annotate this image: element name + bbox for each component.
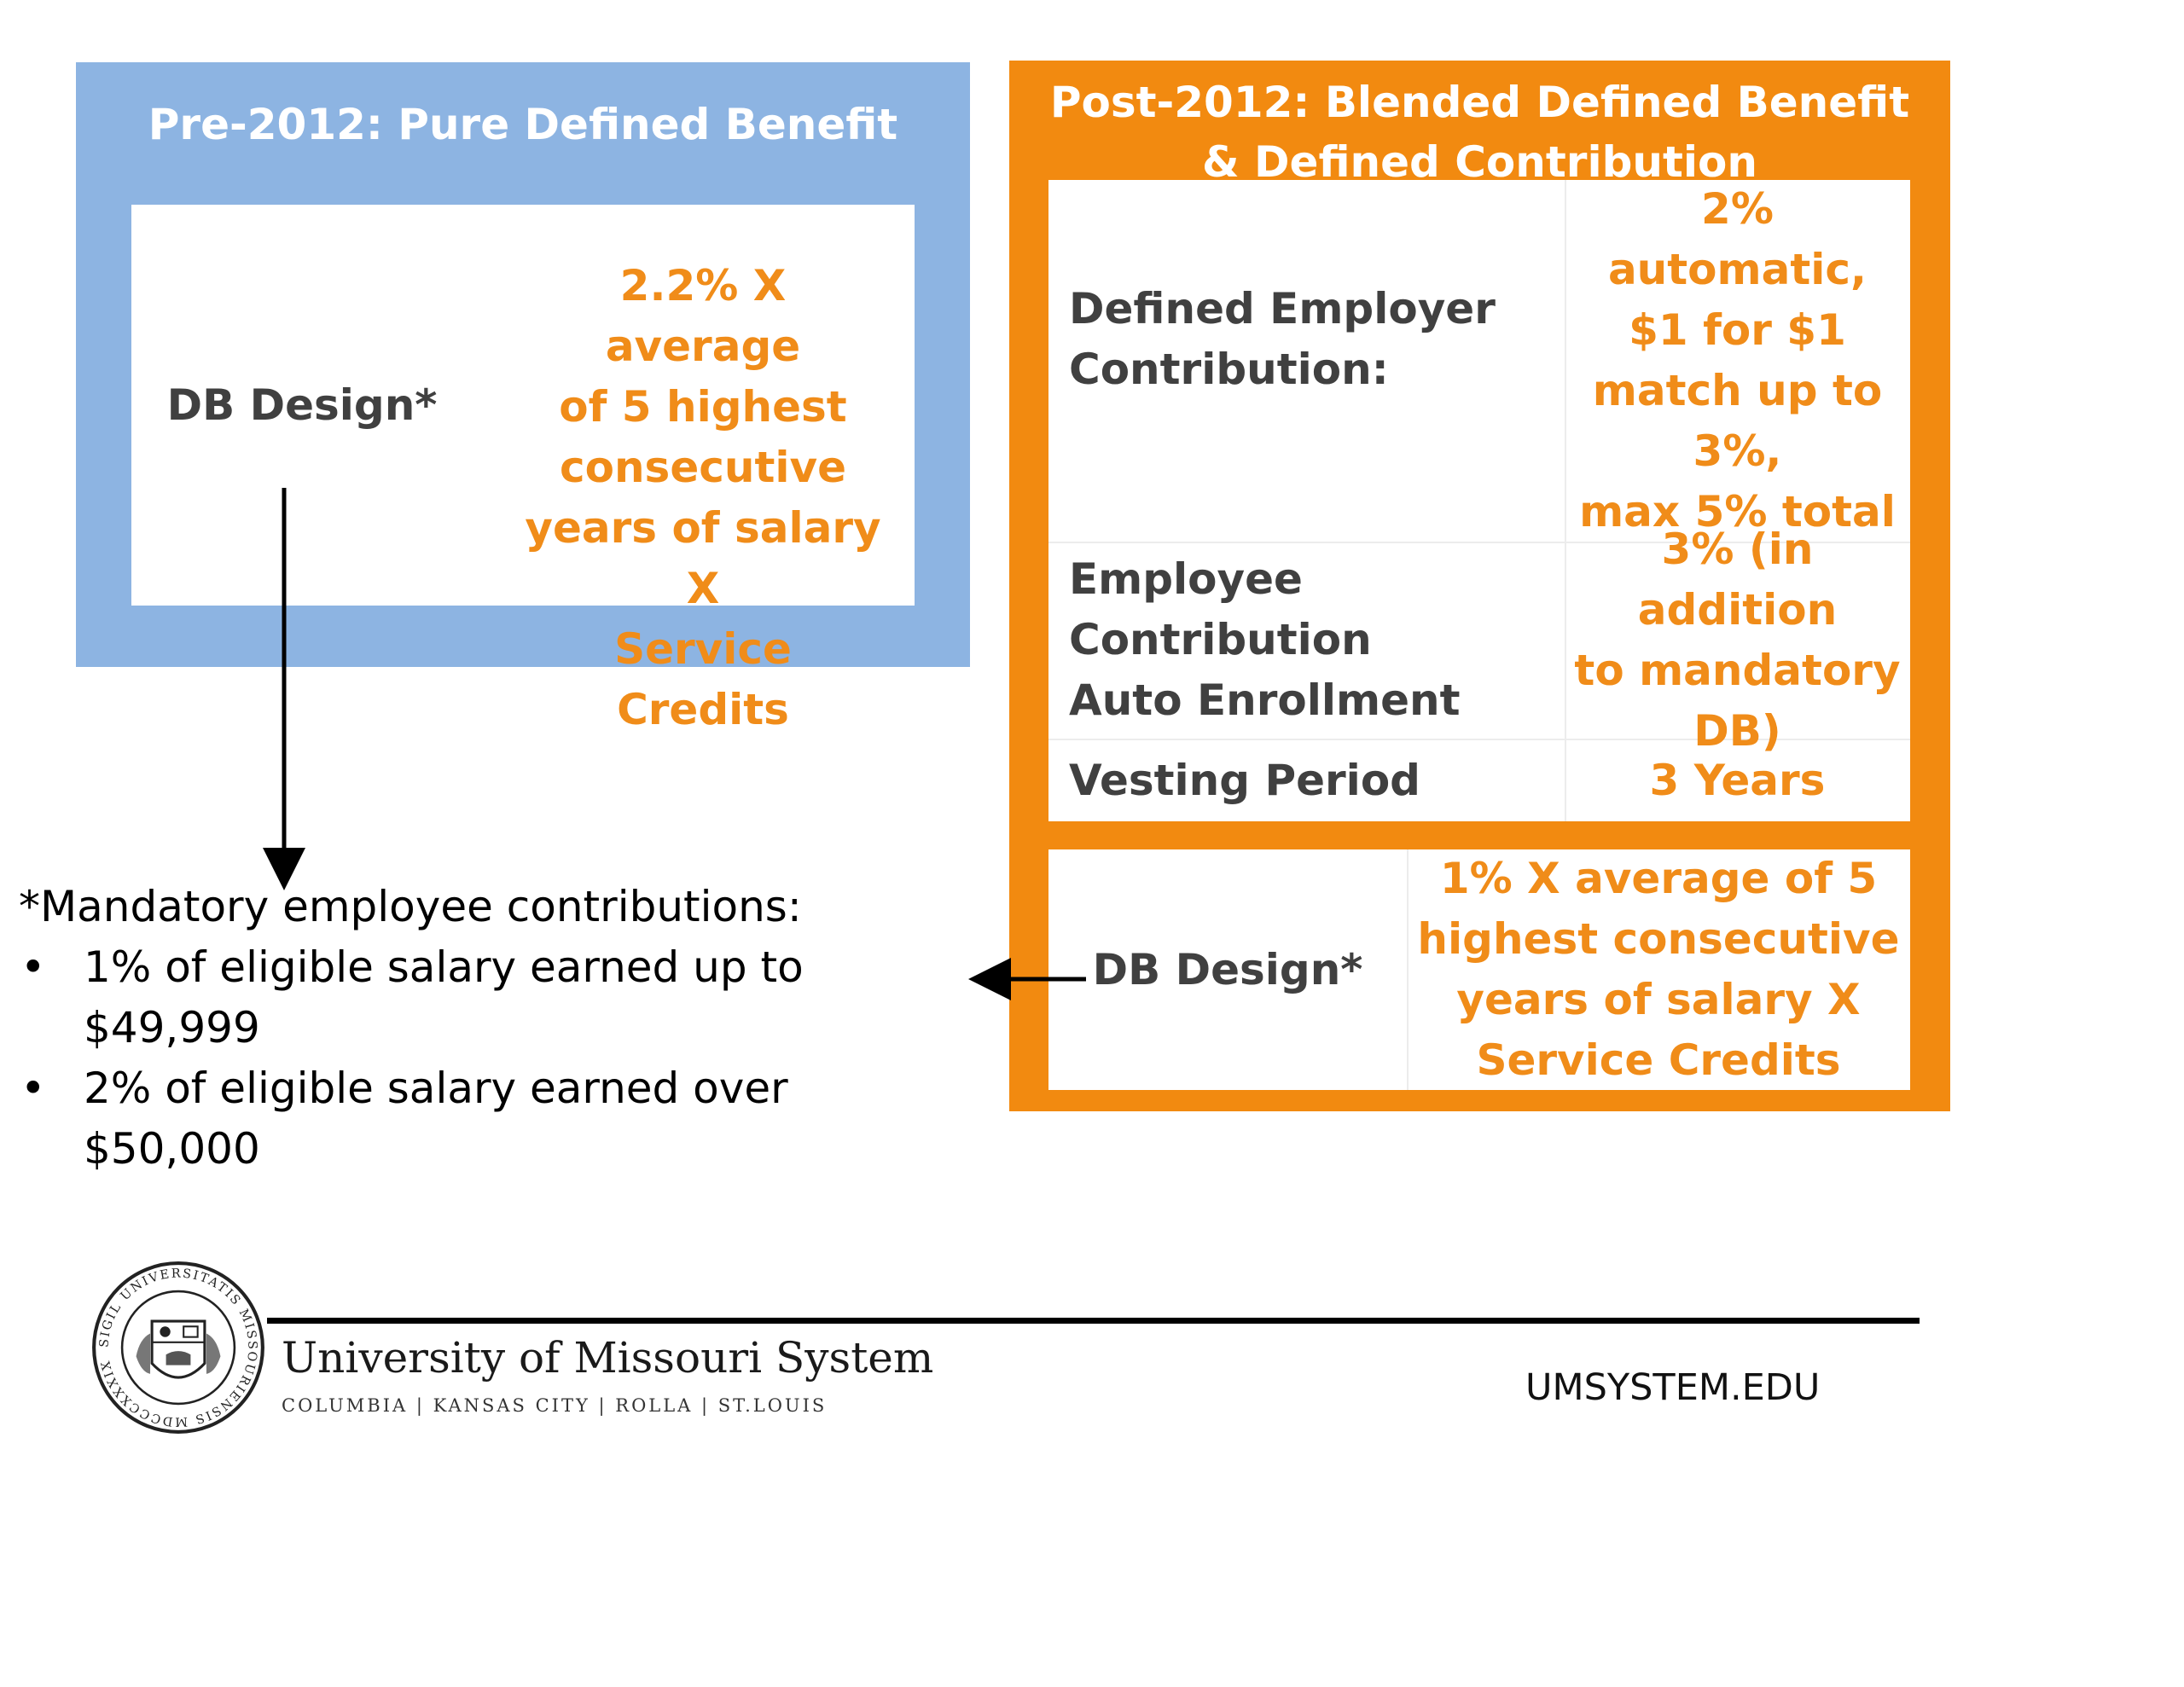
- employee-contribution-label: Employee Contribution Auto Enrollment: [1069, 542, 1581, 739]
- employer-contribution-value: 2% automatic, $1 for $1 match up to 3%, max …: [1565, 180, 1910, 542]
- website-link[interactable]: UMSYSTEM.EDU: [1525, 1366, 1821, 1409]
- pre-2012-title: Pre-2012: Pure Defined Benefit: [148, 100, 898, 149]
- pre-2012-content: DB Design* 2.2% X average of 5 highest con…: [131, 205, 915, 734]
- vesting-period-label: Vesting Period: [1069, 740, 1581, 821]
- text-line: & Defined Contribution: [1202, 137, 1757, 187]
- post-2012-table: Defined Employer Contribution: 2% automat…: [1048, 180, 1910, 821]
- pre-2012-panel: Pre-2012: Pure Defined Benefit DB Design…: [76, 62, 970, 734]
- text-line: years of salary X: [1456, 975, 1861, 1024]
- university-name: University of Missouri System: [282, 1333, 934, 1383]
- text-line: 1% X average of 5: [1439, 854, 1878, 903]
- text-line: Vesting Period: [1069, 756, 1420, 805]
- note-bullet-list: • 1% of eligible salary earned up to $49,…: [19, 937, 974, 1180]
- table-column-divider: [1565, 180, 1566, 821]
- text-line: of 5 highest: [559, 382, 847, 432]
- text-line: Service Credits: [614, 624, 792, 734]
- university-seal-icon: SIGIL UNIVERSITATIS MISSOURIENSIS MDCCCX…: [92, 1261, 264, 1434]
- bullet-icon: •: [20, 1064, 46, 1113]
- post-2012-db-box: DB Design* 1% X average of 5 highest cons…: [1048, 849, 1910, 1090]
- db-column-divider: [1407, 849, 1409, 1090]
- text-line: Auto Enrollment: [1069, 675, 1461, 725]
- note-heading: *Mandatory employee contributions:: [19, 882, 802, 931]
- pre-2012-db-formula: 2.2% X average of 5 highest consecutive yea…: [524, 256, 882, 740]
- text-line: DB): [1693, 705, 1781, 756]
- text-line: highest consecutive: [1417, 914, 1900, 964]
- text-line: 3 Years: [1649, 756, 1826, 805]
- text-line: 2% automatic,: [1607, 184, 1867, 294]
- note-bullet: • 2% of eligible salary earned over $50,0…: [19, 1058, 974, 1180]
- text-line: Post-2012: Blended Defined Benefit: [1049, 78, 1910, 127]
- employee-contribution-value: 3% (in addition to mandatory DB): [1565, 525, 1910, 756]
- table-row-divider: [1048, 739, 1910, 740]
- text-line: match up to: [1592, 366, 1883, 415]
- footer-rule: [267, 1318, 1920, 1324]
- text-line: 2.2% X average: [605, 261, 801, 371]
- note-bullet: • 1% of eligible salary earned up to $49,…: [19, 937, 974, 1058]
- text-line: $1 for $1: [1629, 305, 1846, 355]
- post-2012-title: Post-2012: Blended Defined Benefit & Defi…: [1009, 72, 1950, 192]
- bullet-icon: •: [20, 942, 46, 992]
- text-line: Contribution:: [1069, 345, 1389, 394]
- mandatory-contributions-note: *Mandatory employee contributions: • 1% o…: [19, 877, 974, 1180]
- employer-contribution-label: Defined Employer Contribution:: [1069, 180, 1581, 542]
- vesting-period-value: 3 Years: [1565, 740, 1910, 821]
- campus-list: COLUMBIA | KANSAS CITY | ROLLA | ST.LOUI…: [282, 1395, 828, 1416]
- text-line: 3%,: [1693, 426, 1782, 476]
- post-2012-panel: Post-2012: Blended Defined Benefit & Defi…: [1009, 61, 1950, 1111]
- text-line: Service Credits: [1476, 1035, 1841, 1085]
- post-2012-db-formula: 1% X average of 5 highest consecutive year…: [1407, 849, 1910, 1090]
- text-line: consecutive: [559, 443, 847, 492]
- text-line: to mandatory: [1574, 645, 1901, 695]
- text-line: Employee Contribution: [1069, 554, 1372, 664]
- text-line: years of salary X: [525, 503, 881, 613]
- text-line: Defined Employer: [1069, 284, 1496, 333]
- text-line: max 5% total: [1579, 487, 1896, 536]
- post-2012-db-label: DB Design*: [1092, 945, 1363, 994]
- table-row-divider: [1048, 542, 1910, 543]
- pre-2012-db-label: DB Design*: [166, 380, 438, 430]
- text-line: 3% (in addition: [1637, 524, 1838, 635]
